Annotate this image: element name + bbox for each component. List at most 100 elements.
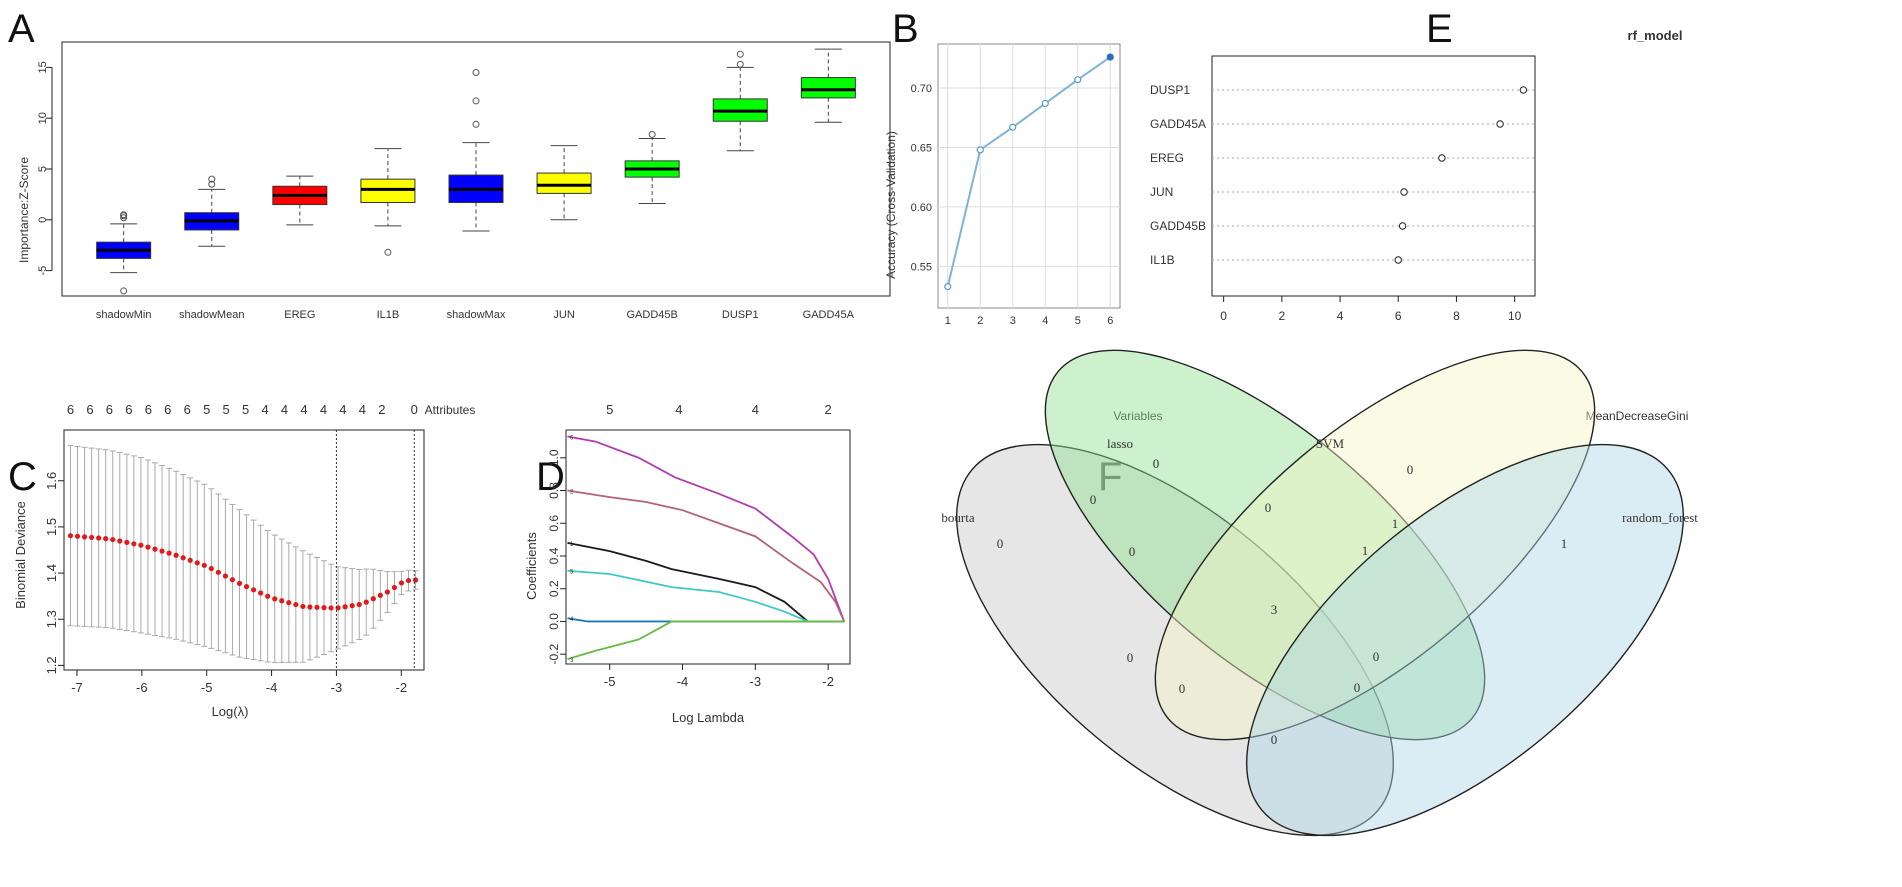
panel-f-set-label: random_forest	[1622, 510, 1698, 525]
panel-c-top-label: 4	[339, 402, 346, 417]
panel-b-ytick-label: 0.55	[911, 261, 932, 273]
panel-c-top-label: 6	[184, 402, 191, 417]
panel-c-mean-point	[405, 577, 412, 584]
panel-c-top-label: 5	[203, 402, 210, 417]
panel-a-outlier	[472, 68, 480, 76]
panel-c-mean-point	[279, 598, 285, 604]
panel-d-path-6	[567, 435, 846, 622]
panel-c-top-label: 6	[106, 402, 113, 417]
panel-c-mean-point	[117, 538, 123, 544]
panel-c-mean-point	[356, 601, 362, 608]
panel-e-xtick-label: 6	[1395, 309, 1402, 323]
panel-b-ytick-label: 0.60	[911, 202, 932, 214]
panel-f-set-label: bourta	[941, 510, 974, 525]
panel-c-mean-point	[159, 548, 165, 554]
panel-f-ellipse-bourta	[955, 443, 1395, 837]
panel-a-xtick-label: IL1B	[377, 309, 400, 321]
panel-c-mean-point	[328, 605, 334, 611]
panel-a-outlier	[208, 175, 216, 183]
panel-d-xtick-label: -2	[822, 674, 834, 689]
panel-c-mean-point	[398, 580, 405, 586]
panel-f-region-count: 0	[1373, 649, 1380, 664]
panel-d-ytick-label: 0.2	[547, 580, 561, 597]
panel-c-mean-point	[265, 593, 271, 599]
panel-c-mean-point	[215, 569, 221, 575]
panel-c-mean-point	[243, 584, 250, 590]
panel-e-category-label: JUN	[1150, 185, 1173, 199]
panel-f-region-count: 1	[1362, 543, 1369, 558]
panel-c-top-label: 4	[281, 402, 288, 417]
panel-f-region-count: 0	[1129, 544, 1136, 559]
panel-b-series-line	[946, 56, 1111, 287]
panel-c-ylabel: Binomial Deviance	[13, 501, 28, 609]
panel-letter-a: A	[8, 7, 35, 51]
panel-e-category-label: GADD45A	[1150, 117, 1206, 131]
panel-d-path-label: 6	[570, 436, 574, 442]
panel-a-outlier	[736, 50, 744, 58]
panel-a-outlier	[736, 60, 744, 68]
panel-b-xtick-label: 4	[1042, 315, 1048, 327]
panel-c-mean-point	[222, 573, 229, 579]
panel-d-path-label: 4	[570, 617, 574, 623]
panel-c-xtick-label: -6	[136, 680, 148, 695]
panel-c-mean-point	[187, 557, 193, 563]
panel-a-outlier	[120, 287, 128, 295]
panel-e-xtick-label: 8	[1453, 309, 1460, 323]
panel-c-mean-point	[300, 603, 306, 610]
panel-d-ytick-label: 0.8	[547, 482, 561, 499]
panel-c-ytick-label: 1.3	[44, 610, 59, 628]
panel-c-top-label: 5	[242, 402, 249, 417]
panel-a-xtick-label: JUN	[553, 309, 574, 321]
panel-d-coef-path: Coefficients Log Lambda 5 4 4 2 -5 -4 -3 -2 -0.2…	[524, 402, 851, 725]
panel-b-point	[1074, 76, 1082, 84]
panel-c-mean-point	[250, 587, 257, 593]
panel-d-xtick-label: -5	[604, 674, 616, 689]
panel-b-plot-frame	[937, 43, 1121, 309]
panel-e-category-label: EREG	[1150, 151, 1184, 165]
panel-b-ytick-label: 0.65	[911, 142, 932, 154]
panel-d-ytick-label: 0.0	[547, 613, 561, 630]
panel-c-mean-point	[258, 590, 264, 596]
panel-a-outlier	[472, 97, 480, 105]
panel-c-top-label: 2	[378, 402, 385, 417]
panel-a-ytick-label: 5	[37, 166, 49, 172]
panel-c-top-label: 6	[164, 402, 171, 417]
panel-b-ytick-label: 0.70	[911, 83, 932, 95]
panel-e-xtick-label: 10	[1508, 309, 1522, 323]
panel-f-region-count: 0	[1265, 500, 1272, 515]
panel-a-box-JUN	[536, 172, 592, 194]
panel-e-xtick-label: 2	[1278, 309, 1285, 323]
panel-letter-e: E	[1426, 7, 1453, 51]
panel-b-point	[976, 146, 984, 154]
panel-b-xlabel: Variables	[1113, 409, 1162, 423]
panel-c-top-label: 5	[223, 402, 230, 417]
panel-c-mean-point	[286, 600, 292, 606]
panel-c-mean-point	[201, 562, 207, 568]
panel-c-mean-point	[384, 589, 390, 595]
panel-a-box-GADD45A	[800, 77, 856, 99]
panel-e-dot	[1519, 86, 1528, 94]
panel-c-mean-point	[370, 596, 376, 602]
panel-c-mean-point	[166, 550, 172, 556]
panel-c-mean-point	[391, 584, 398, 591]
panel-f-set-label: SVM	[1316, 436, 1345, 451]
panel-c-mean-point	[145, 544, 151, 550]
panel-a-outlier	[384, 248, 392, 256]
panel-c-xtick-label: -5	[201, 680, 213, 695]
panel-e-category-label: IL1B	[1150, 253, 1175, 267]
panel-d-path-1	[567, 542, 845, 623]
panel-c-mean-point	[124, 539, 130, 545]
panel-c-mean-point	[110, 536, 116, 543]
panel-a-ytick-label: 10	[37, 112, 49, 124]
panel-c-xtick-label: -7	[71, 680, 83, 695]
panel-a-box-IL1B	[360, 178, 416, 204]
panel-c-top-label: 4	[359, 402, 366, 417]
panel-c-mean-point	[152, 546, 158, 552]
panel-a-xlabel: Attributes	[425, 403, 476, 417]
panel-b-line-chart: Accuracy (Cross-Validation) Variables 1 2…	[884, 43, 1163, 423]
panel-c-mean-point	[314, 604, 320, 610]
panel-b-xtick-label: 6	[1107, 315, 1113, 327]
panel-c-mean-point	[194, 560, 200, 566]
panel-a-xtick-label: EREG	[284, 309, 315, 321]
